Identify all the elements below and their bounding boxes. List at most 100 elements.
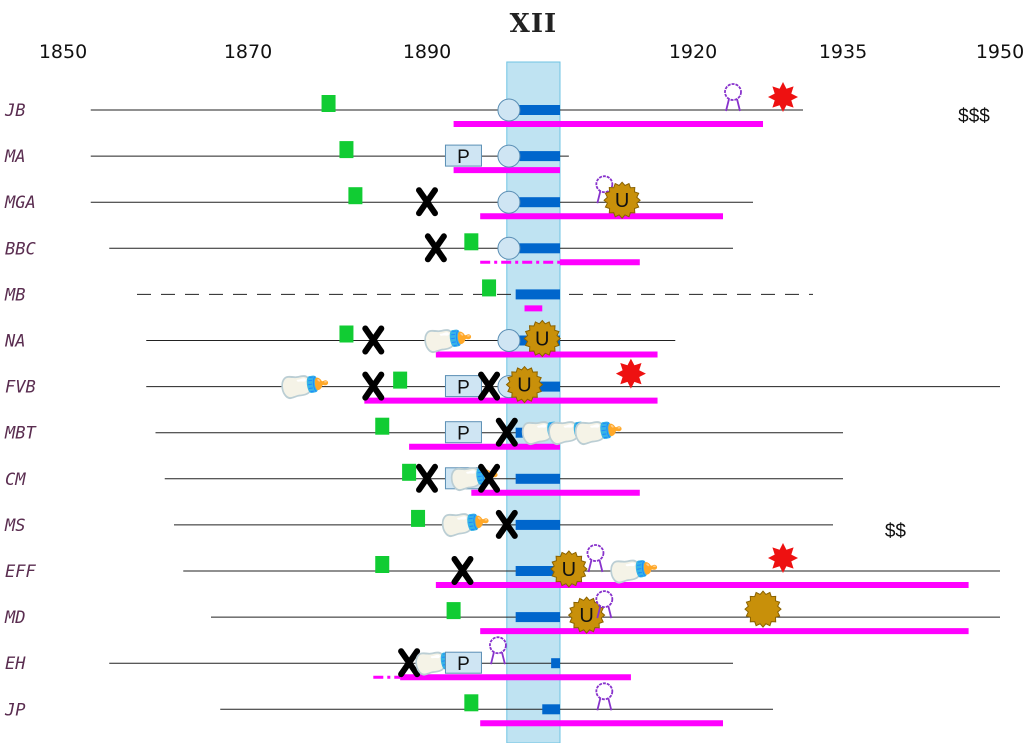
axis-tick-label: 1870 [224, 41, 272, 63]
university-glyph: U [579, 605, 593, 627]
university-glyph: U [615, 190, 629, 212]
row-label-ms: MS [4, 516, 25, 536]
award-ribbon-icon [595, 682, 614, 711]
milestone-green-marker [446, 602, 461, 620]
cross-strokes [362, 325, 385, 355]
cross-strokes [451, 556, 474, 585]
event-circle [497, 236, 521, 260]
cross-strokes [416, 187, 438, 217]
pregnancy-marker: P [444, 375, 482, 399]
award-tails [596, 605, 613, 619]
event-circle [497, 144, 521, 168]
pregnancy-glyph: P [457, 378, 470, 399]
row-label-jp: JP [4, 700, 25, 720]
row-label-cm: CM [5, 470, 26, 490]
university-badge [505, 365, 544, 404]
band-activity-bar [515, 289, 560, 300]
cross-strokes [495, 509, 518, 539]
row-label-bbc: BBC [5, 239, 36, 259]
university-glyph: U [562, 559, 576, 581]
axis-tick-label: 1920 [669, 41, 717, 63]
milestone-green-marker [339, 325, 354, 343]
university-marker: U [550, 550, 588, 588]
death-cross-icon [495, 417, 518, 447]
death-cross-icon [362, 371, 385, 401]
row-label-mb: MB [4, 285, 25, 305]
milestone-green-marker [375, 556, 390, 573]
death-cross-icon [424, 233, 447, 263]
axis-tick-label: 1890 [403, 41, 451, 63]
award-tails [725, 98, 741, 112]
row-label-mbt: MBT [4, 424, 37, 444]
baby-bottle-icon: 🍼 [432, 495, 493, 555]
university-marker: U [567, 596, 606, 634]
band-activity-bar [515, 105, 560, 115]
death-cross-icon [495, 509, 518, 539]
band-label: XII [510, 9, 558, 39]
event-circle [497, 190, 521, 214]
milestone-green-marker [393, 371, 408, 389]
row-label-fvb: FVB [5, 378, 36, 398]
band-activity-bar [515, 566, 560, 576]
death-cross-icon [416, 187, 438, 217]
university-badge [550, 550, 588, 588]
award-tails [587, 559, 604, 573]
award-rosette [586, 544, 605, 562]
milestone-green-marker [464, 233, 479, 251]
axis-tick-label: 1950 [976, 41, 1024, 63]
event-circle [497, 98, 521, 122]
pregnancy-box [444, 651, 482, 674]
band-activity-bar [515, 612, 560, 623]
band-activity-bar [515, 427, 560, 438]
university-marker: U [505, 365, 544, 404]
milestone-green-marker [375, 417, 390, 435]
award-ribbon-icon [724, 83, 742, 112]
milestone-green-marker [464, 694, 479, 712]
pregnancy-marker: P [444, 467, 482, 491]
band-activity-bar [515, 151, 560, 162]
milestone-green-marker [411, 509, 426, 527]
pregnancy-box [444, 467, 482, 490]
death-cross-icon [416, 463, 438, 493]
pregnancy-glyph: P [457, 424, 470, 445]
axis-tick-label: 1850 [39, 41, 87, 63]
cross-strokes [478, 371, 501, 401]
award-rosette [595, 682, 614, 701]
award-tails [490, 651, 506, 665]
row-label-ma: MA [4, 147, 25, 167]
band-activity-bar [515, 473, 560, 484]
baby-bottle-icon: 🍼 [414, 310, 475, 370]
award-rosette [724, 83, 742, 101]
milestone-green-marker [321, 95, 336, 112]
money-label: $$ [885, 521, 907, 542]
university-glyph: U [535, 329, 549, 351]
row-label-mga: MGA [4, 193, 36, 213]
baby-bottle-icon: 🍼 [271, 357, 332, 417]
milestone-green-marker [348, 187, 363, 205]
milestone-green-marker [402, 463, 417, 481]
cross-strokes [478, 463, 501, 493]
pregnancy-marker: P [444, 421, 482, 445]
axis-tick-label: 1935 [819, 41, 867, 63]
red-star-icon [768, 543, 798, 573]
money-label: $$$ [958, 106, 990, 127]
pregnancy-box [444, 421, 482, 444]
milestone-green-marker [482, 279, 497, 297]
red-star-icon [615, 358, 646, 389]
cross-strokes [416, 463, 438, 493]
band-activity-bar [515, 519, 560, 530]
band-activity-bar [515, 197, 560, 208]
cross-strokes [424, 233, 447, 263]
pregnancy-box [444, 375, 482, 398]
pregnancy-box [444, 144, 482, 167]
row-label-jb: JB [4, 101, 25, 121]
row-label-eh: EH [5, 654, 26, 674]
red-star-icon [768, 82, 798, 112]
pregnancy-glyph: P [457, 147, 470, 168]
university-marker: U [523, 319, 562, 358]
award-ribbon-icon [586, 544, 605, 573]
cross-strokes [398, 648, 421, 678]
university-badge [603, 181, 641, 219]
award-tails [596, 698, 613, 711]
